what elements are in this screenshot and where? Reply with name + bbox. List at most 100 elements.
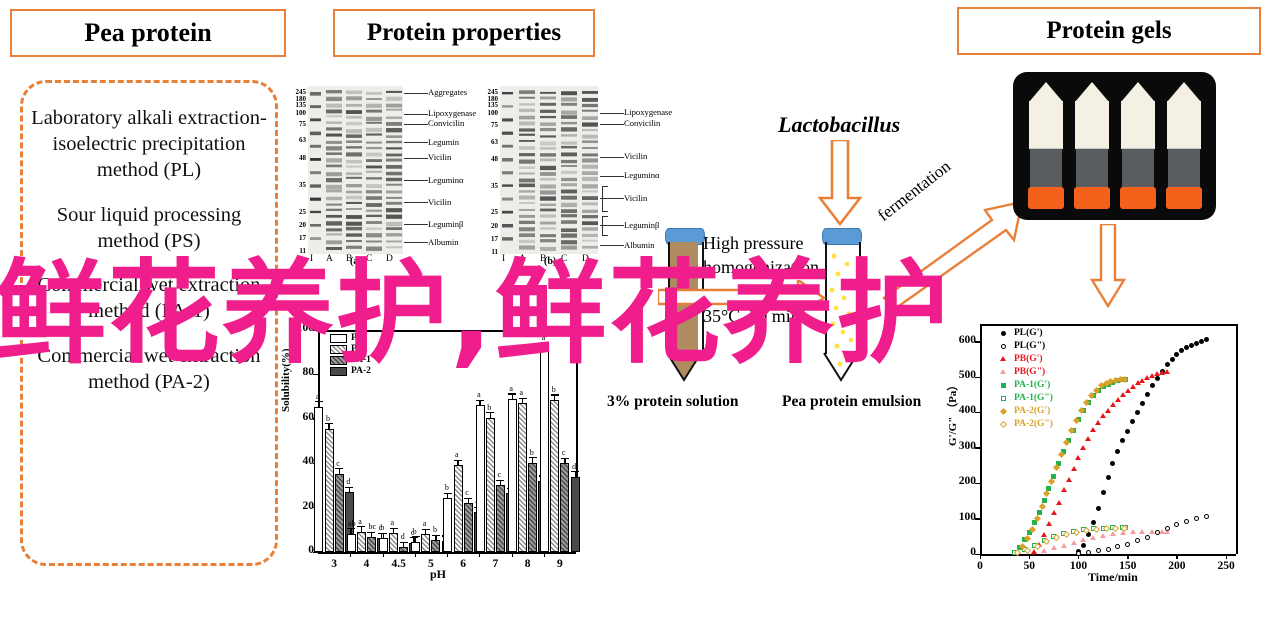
- lactobacillus-label: Lactobacillus: [778, 112, 901, 137]
- error-cap: [550, 394, 559, 396]
- y-tick: [313, 551, 318, 553]
- condition-label: 35°C, 20 min: [703, 306, 800, 326]
- x-tick-label: 8: [524, 558, 531, 570]
- gel-annotation-label: Leguminβ: [428, 219, 464, 229]
- legend-key-PS: [330, 345, 347, 354]
- x-tick: [1176, 554, 1178, 559]
- error-bar: [348, 487, 350, 493]
- data-point: [1164, 529, 1171, 535]
- data-point: [1154, 371, 1161, 377]
- error-bar: [435, 535, 437, 541]
- significance-letter: c: [561, 448, 566, 458]
- legend-marker: [1000, 395, 1006, 401]
- error-cap: [357, 526, 366, 528]
- x-axis: [980, 554, 1236, 556]
- error-cap: [528, 457, 537, 459]
- error-cap: [454, 459, 463, 462]
- x-tick-label: 4: [363, 558, 370, 570]
- data-point: [1095, 505, 1101, 511]
- data-point: [1134, 380, 1141, 386]
- data-point: [1080, 444, 1087, 450]
- gel-leader-line: [600, 198, 624, 199]
- y-tick: [313, 329, 318, 331]
- significance-letter: a: [519, 388, 524, 398]
- ladder-label: 20: [491, 222, 498, 230]
- data-point: [1124, 387, 1131, 393]
- gel-bands: [500, 86, 598, 254]
- bar-chart-xlabel: pH: [430, 567, 447, 581]
- error-cap: [464, 497, 473, 499]
- y-tick-label: 40: [302, 455, 315, 468]
- data-point: [1174, 522, 1180, 528]
- gel-leader-line: [404, 180, 428, 181]
- method-item: Commercial wet extraction method (PA-2): [37, 344, 261, 393]
- gel-vial: [1028, 82, 1064, 210]
- gel-annotation-label: Lipoxygenase: [428, 108, 477, 118]
- error-cap: [486, 412, 495, 414]
- y-tick-label: 500: [958, 369, 976, 382]
- x-tick-label: 7: [492, 558, 499, 570]
- legend-label-PL(G'): PL(G'): [1014, 328, 1043, 338]
- data-point: [1125, 541, 1131, 547]
- ladder-label: 180: [295, 95, 307, 103]
- data-point: [1139, 401, 1145, 407]
- data-point: [1115, 448, 1121, 454]
- data-point: [1144, 392, 1150, 398]
- data-point: [1115, 544, 1121, 550]
- bar-PA-1-6: [463, 503, 473, 552]
- y-axis-right: [576, 330, 578, 552]
- gel-annotation-label: Albumin: [428, 237, 459, 247]
- significance-letter: a: [541, 332, 546, 342]
- gel-leader-line: [600, 176, 624, 177]
- significance-letter: a: [455, 450, 459, 460]
- data-point: [1144, 375, 1151, 381]
- bar-PA-1-9: [560, 463, 570, 552]
- data-point: [1120, 438, 1126, 444]
- data-point: [1061, 448, 1067, 454]
- data-point: [1154, 530, 1160, 536]
- data-point: [1056, 461, 1062, 467]
- gel-annotation-label: Leguminα: [428, 175, 464, 185]
- data-point: [1100, 413, 1107, 418]
- data-point: [1194, 340, 1200, 346]
- significance-letter: a: [422, 519, 427, 529]
- data-point: [1184, 344, 1190, 350]
- header-protein-gels: Protein gels: [957, 7, 1261, 55]
- error-bar: [328, 423, 330, 429]
- data-point: [1036, 509, 1042, 515]
- data-point: [1203, 513, 1209, 519]
- gel-lane-label: I: [502, 254, 506, 264]
- y-axis: [980, 324, 982, 554]
- data-point: [1139, 377, 1146, 383]
- arrow-down-gel-icon: [1090, 224, 1126, 308]
- y-tick-label: 100: [958, 510, 976, 523]
- y-tick-label: 0: [308, 544, 314, 556]
- y-tick: [313, 373, 318, 376]
- data-point: [1135, 409, 1141, 415]
- legend-key-PL: [330, 334, 347, 343]
- data-point: [1090, 534, 1097, 540]
- gel-lane-label: C: [366, 254, 373, 264]
- tube-tip-outline: [823, 352, 859, 382]
- bar-PA-1-3: [334, 473, 344, 552]
- error-cap: [399, 541, 408, 543]
- legend-marker: [999, 407, 1007, 415]
- data-point: [1129, 383, 1136, 389]
- gel-annotation-label: Leguminα: [624, 170, 660, 180]
- data-point: [1174, 351, 1180, 357]
- bar-PS-3: [324, 428, 334, 552]
- gel-image-a: [308, 86, 403, 254]
- data-point: [1090, 427, 1097, 433]
- gel-bands: [308, 86, 403, 254]
- gel-annotation-label: Convicilin: [624, 118, 661, 128]
- significance-letter: a: [315, 391, 320, 401]
- significance-letter: c: [378, 523, 383, 532]
- error-cap: [379, 532, 388, 534]
- significance-letter: c: [336, 458, 340, 468]
- bar-PA-1-8: [528, 462, 538, 552]
- legend-label-PA-2(G'): PA-2(G'): [1014, 406, 1051, 416]
- data-point: [1065, 476, 1072, 482]
- legend-marker: [999, 420, 1007, 428]
- gel-lane-label: C: [561, 254, 568, 264]
- gel-leader-line: [600, 225, 624, 226]
